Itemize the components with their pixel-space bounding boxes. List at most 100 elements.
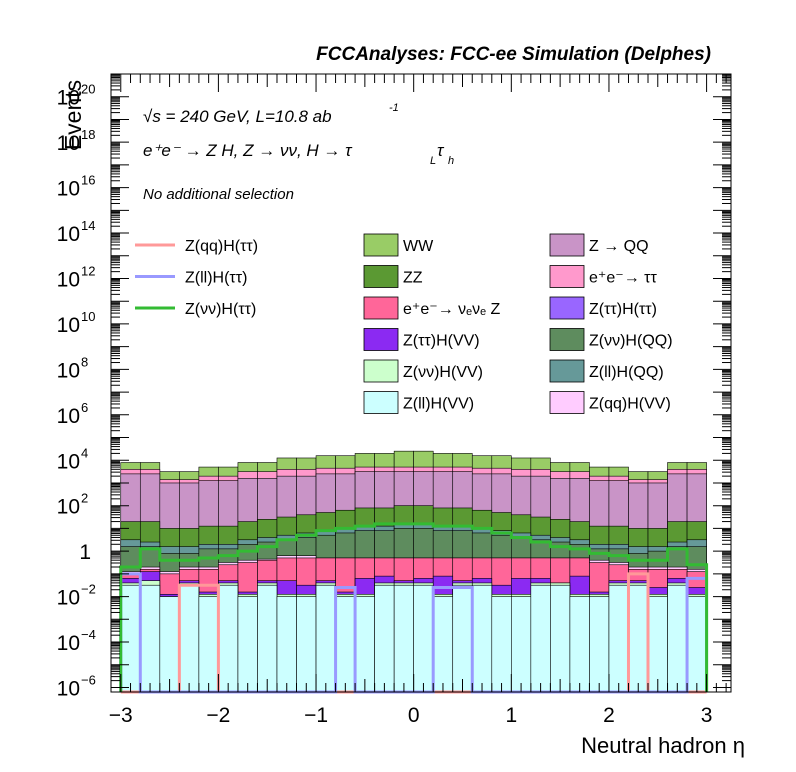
legend-swatch-box bbox=[363, 359, 399, 383]
bar-z-ll-h-vv--28 bbox=[667, 584, 688, 693]
annotation-line2-sub2: h bbox=[448, 155, 454, 167]
legend-swatch-box bbox=[549, 328, 585, 351]
bar-z-ll-h-vv--15 bbox=[413, 584, 434, 693]
bar-z-ll-h-vv--16 bbox=[432, 596, 454, 693]
y-tick-label: 10 bbox=[57, 496, 80, 519]
bar-z-ll-h-vv--17 bbox=[452, 584, 473, 693]
legend-swatch-box bbox=[549, 296, 585, 320]
y-tick-label: 10 bbox=[57, 677, 80, 700]
bar-z-ll-h-vv--11 bbox=[335, 596, 356, 693]
annotation-line1-sup: -1 bbox=[389, 102, 399, 114]
legend-swatch-box bbox=[363, 296, 399, 320]
legend-swatch-box bbox=[549, 265, 585, 288]
bar-z-ll-h-vv--23 bbox=[569, 596, 590, 693]
legend-entry: Z(ll)H(ττ) bbox=[135, 270, 247, 287]
bar-z-ll-h-vv--2 bbox=[159, 596, 180, 693]
legend-entry: e⁺e⁻→ ττ bbox=[549, 265, 657, 288]
bar-z-ll-h-vv--6 bbox=[237, 596, 258, 693]
legend-entry: Z(ll)H(QQ) bbox=[549, 359, 664, 383]
y-tick-exponent: 16 bbox=[81, 173, 95, 188]
bar-z-ll-h-vv--12 bbox=[354, 596, 375, 693]
legend-label: Z(ττ)H(VV) bbox=[403, 333, 480, 350]
legend-label: Z(qq)H(VV) bbox=[589, 396, 671, 413]
x-tick-label: 3 bbox=[701, 704, 713, 727]
y-tick-exponent: 6 bbox=[81, 400, 88, 415]
y-tick-exponent: 18 bbox=[81, 127, 95, 142]
bar-z-ll-h-vv--26 bbox=[628, 584, 649, 693]
legend-entry: Z(νν)H(VV) bbox=[363, 359, 483, 383]
annotation-energy-lumi: √s = 240 GeV, L=10.8 ab -1 bbox=[143, 102, 399, 126]
bar-z-ll-h-vv--18 bbox=[471, 584, 493, 693]
annotation-line2: e⁺e⁻ → Z H, Z → νν, H → τ bbox=[143, 141, 353, 160]
legend-label: WW bbox=[403, 238, 434, 255]
y-tick-label: 10 bbox=[57, 87, 80, 110]
legend-label: Z(ττ)H(ττ) bbox=[589, 301, 657, 318]
bar-z-ll-h-vv--4 bbox=[198, 596, 219, 693]
x-tick-label: 2 bbox=[603, 704, 615, 727]
legend-swatch-box bbox=[549, 359, 585, 383]
legend-label: Z(νν)H(QQ) bbox=[589, 333, 673, 350]
bar-z-ll-h-vv--7 bbox=[257, 584, 278, 693]
x-tick-label: −2 bbox=[206, 704, 230, 727]
x-tick-label: 1 bbox=[505, 704, 517, 727]
bar-z-ll-h-vv--22 bbox=[550, 584, 571, 693]
legend-label: Z(ll)H(QQ) bbox=[589, 364, 664, 381]
annotation-line2-tau: τ bbox=[437, 141, 445, 160]
annotation-selection: No additional selection bbox=[143, 186, 294, 203]
bar-z-ll-h-vv--20 bbox=[511, 596, 532, 693]
legend-entry: ZZ bbox=[363, 265, 423, 288]
bar-z-ll-h-vv--14 bbox=[393, 584, 414, 693]
bar-z-ll-h-vv--10 bbox=[315, 584, 336, 693]
y-tick-label: 10 bbox=[57, 178, 80, 201]
legend-swatch-box bbox=[549, 391, 585, 414]
y-tick-exponent: 8 bbox=[81, 354, 88, 369]
legend-swatch-box bbox=[549, 233, 585, 257]
legend-swatch-box bbox=[363, 265, 399, 288]
y-axis-label: Events bbox=[60, 80, 86, 150]
y-tick-label: 10 bbox=[57, 450, 80, 473]
y-tick-exponent: 10 bbox=[81, 309, 95, 324]
legend-label: e⁺e⁻→ ττ bbox=[589, 270, 657, 287]
legend-label: e⁺e⁻→ νₑνₑ Z bbox=[403, 301, 500, 318]
legend-label: Z(νν)H(VV) bbox=[403, 364, 483, 381]
bar-z-ll-h-vv--3 bbox=[179, 584, 200, 693]
legend-entry: Z → QQ bbox=[549, 233, 649, 257]
legend-label: Z(νν)H(ττ) bbox=[185, 301, 256, 318]
x-tick-label: −1 bbox=[304, 704, 328, 727]
bar-z-ll-h-vv--8 bbox=[276, 596, 297, 693]
legend-entry: Z(νν)H(ττ) bbox=[135, 301, 256, 318]
y-tick-label: 10 bbox=[57, 359, 80, 382]
legend-entry: WW bbox=[363, 233, 434, 257]
bar-z-ll-h-vv--29 bbox=[686, 596, 707, 693]
legend-label: Z(qq)H(ττ) bbox=[185, 238, 258, 255]
y-tick-label: 10 bbox=[57, 132, 80, 155]
y-tick-exponent: −6 bbox=[81, 672, 96, 687]
bar-z-ll-h-vv--1 bbox=[139, 584, 161, 693]
x-tick-label: 0 bbox=[408, 704, 420, 727]
line-z-h- bbox=[119, 522, 709, 692]
y-tick-exponent: 14 bbox=[81, 218, 95, 233]
y-tick-exponent: 4 bbox=[81, 445, 88, 460]
legend-entry: Z(ττ)H(ττ) bbox=[549, 296, 657, 320]
bar-z-ll-h-vv--24 bbox=[589, 596, 610, 693]
y-tick-exponent: 20 bbox=[81, 82, 95, 97]
legend-swatch-box bbox=[363, 391, 399, 414]
plot-frame bbox=[110, 73, 732, 693]
bar-z-ll-h-vv--5 bbox=[218, 584, 239, 693]
y-tick-exponent: −2 bbox=[81, 582, 96, 597]
annotation-line1: √s = 240 GeV, L=10.8 ab bbox=[143, 107, 332, 126]
legend-entry: e⁺e⁻→ νₑνₑ Z bbox=[363, 296, 500, 320]
bar-z-ll-h-vv--25 bbox=[608, 584, 629, 693]
legend-entry: Z(ττ)H(VV) bbox=[363, 328, 480, 351]
chart-title: FCCAnalyses: FCC-ee Simulation (Delphes) bbox=[316, 44, 711, 65]
y-tick-label: 10 bbox=[57, 223, 80, 246]
y-tick-label: 1 bbox=[79, 541, 91, 564]
y-tick-exponent: 12 bbox=[81, 263, 95, 278]
legend-swatch-box bbox=[363, 233, 399, 257]
y-tick-exponent: 2 bbox=[81, 491, 88, 506]
y-tick-label: 10 bbox=[57, 405, 80, 428]
stacked-histograms bbox=[120, 450, 707, 693]
x-tick-label: −3 bbox=[109, 704, 133, 727]
